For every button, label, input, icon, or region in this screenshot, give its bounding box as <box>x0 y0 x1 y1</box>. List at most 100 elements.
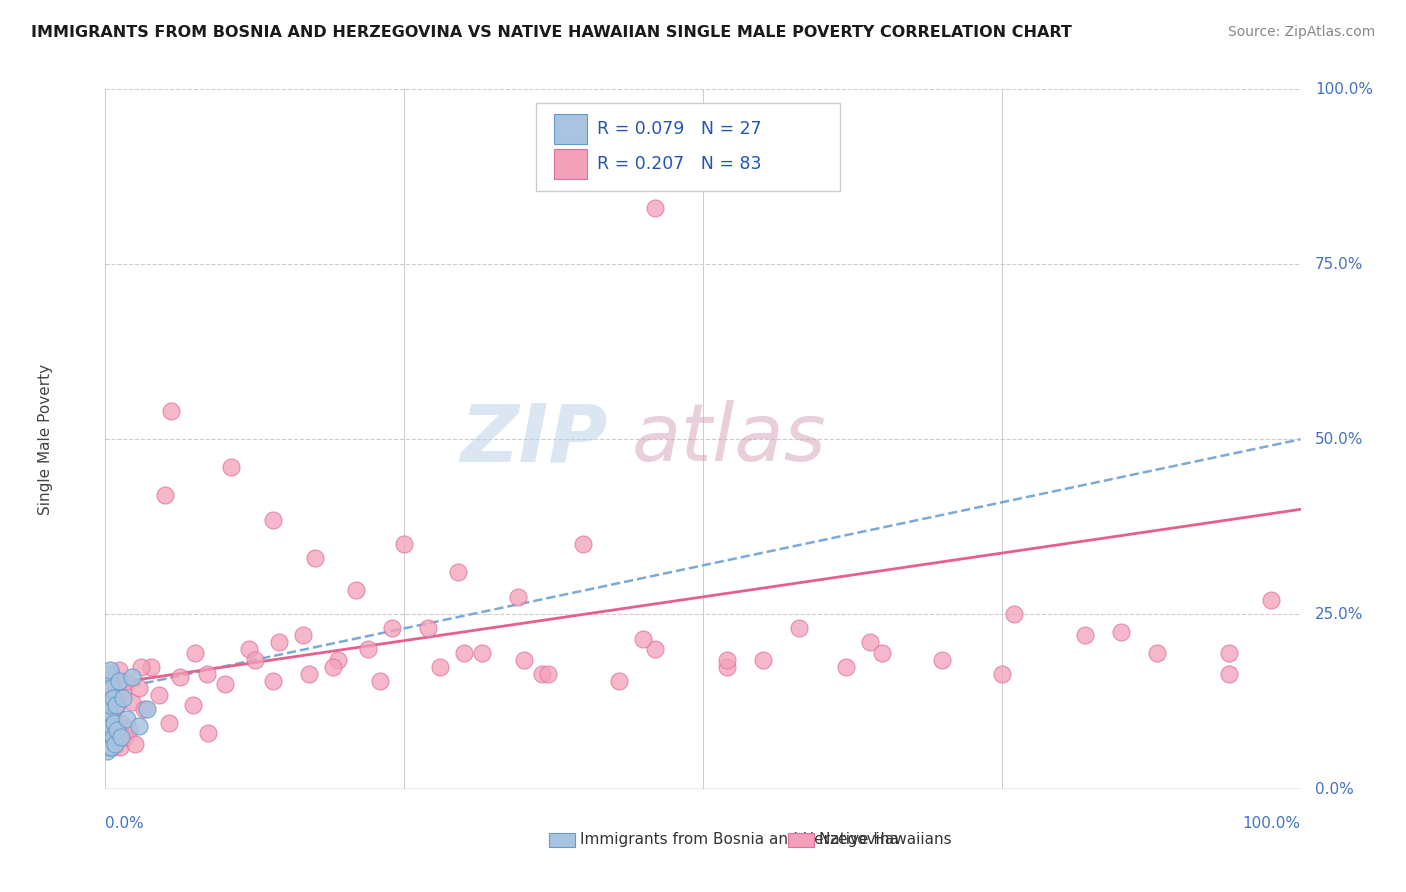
Point <box>98 698 121 713</box>
Text: R = 0.079   N = 27: R = 0.079 N = 27 <box>596 120 761 138</box>
Point <box>107 698 129 713</box>
Point <box>298 666 321 681</box>
Point <box>112 691 135 706</box>
Point <box>328 653 350 667</box>
Point <box>1218 666 1240 681</box>
Text: R = 0.207   N = 83: R = 0.207 N = 83 <box>596 155 761 173</box>
Point <box>100 681 122 695</box>
FancyBboxPatch shape <box>554 150 588 178</box>
Point <box>607 673 630 688</box>
Point <box>100 733 122 747</box>
Point <box>872 646 894 660</box>
Point <box>128 681 150 695</box>
Point <box>98 740 121 755</box>
Point <box>214 677 236 691</box>
Text: Immigrants from Bosnia and Herzegovina: Immigrants from Bosnia and Herzegovina <box>579 832 898 847</box>
Point <box>506 590 529 604</box>
Point <box>115 712 138 726</box>
Point <box>513 653 536 667</box>
Point <box>103 715 125 730</box>
Point <box>136 702 159 716</box>
Point <box>859 635 882 649</box>
Point <box>98 719 121 733</box>
Point <box>97 706 120 720</box>
Point <box>262 513 284 527</box>
Point <box>97 733 120 747</box>
Point <box>107 723 129 737</box>
Point <box>429 660 451 674</box>
Point <box>197 726 219 740</box>
FancyBboxPatch shape <box>554 114 588 144</box>
Point <box>124 737 146 751</box>
Point <box>100 666 122 681</box>
Point <box>100 719 122 733</box>
Text: 50.0%: 50.0% <box>1315 432 1364 447</box>
Point <box>98 673 121 688</box>
Point <box>129 660 153 674</box>
Point <box>931 653 953 667</box>
Text: 75.0%: 75.0% <box>1315 257 1364 272</box>
Point <box>447 566 470 580</box>
Point <box>110 730 132 744</box>
Point <box>751 653 773 667</box>
Text: ZIP: ZIP <box>460 401 607 478</box>
Point <box>98 712 121 726</box>
Point <box>644 642 666 657</box>
Point <box>101 730 124 744</box>
Point <box>107 673 129 688</box>
Text: Native Hawaiians: Native Hawaiians <box>818 832 952 847</box>
Point <box>108 740 131 755</box>
Point <box>1074 628 1097 642</box>
Point <box>132 702 155 716</box>
Point <box>262 673 284 688</box>
Point <box>101 712 124 726</box>
Point <box>98 666 121 681</box>
Point <box>97 677 120 691</box>
Point <box>835 660 858 674</box>
Point <box>381 621 404 635</box>
Text: Source: ZipAtlas.com: Source: ZipAtlas.com <box>1227 25 1375 39</box>
Text: Single Male Poverty: Single Male Poverty <box>38 364 53 515</box>
Point <box>357 642 380 657</box>
Point <box>418 621 440 635</box>
Point <box>112 684 135 698</box>
Point <box>346 582 368 597</box>
Point <box>1146 646 1168 660</box>
Point <box>98 726 121 740</box>
Point <box>219 460 242 475</box>
Point <box>118 723 141 737</box>
Text: atlas: atlas <box>631 401 827 478</box>
Point <box>644 201 666 215</box>
Point <box>115 673 138 688</box>
Point <box>787 621 810 635</box>
Point <box>453 646 475 660</box>
Point <box>716 653 738 667</box>
Point <box>160 404 183 418</box>
Point <box>1111 624 1133 639</box>
Text: IMMIGRANTS FROM BOSNIA AND HERZEGOVINA VS NATIVE HAWAIIAN SINGLE MALE POVERTY CO: IMMIGRANTS FROM BOSNIA AND HERZEGOVINA V… <box>31 25 1071 40</box>
Point <box>96 715 118 730</box>
Point <box>321 660 344 674</box>
FancyBboxPatch shape <box>548 833 575 847</box>
FancyBboxPatch shape <box>536 103 841 191</box>
Point <box>100 740 122 755</box>
Text: 0.0%: 0.0% <box>1315 782 1354 797</box>
Point <box>110 715 132 730</box>
Point <box>128 719 150 733</box>
Point <box>97 691 120 706</box>
Point <box>267 635 290 649</box>
Point <box>153 488 177 502</box>
Point <box>238 642 260 657</box>
Point <box>368 673 391 688</box>
Point <box>139 660 162 674</box>
Point <box>169 670 191 684</box>
Text: 25.0%: 25.0% <box>1315 607 1364 622</box>
Point <box>716 660 738 674</box>
Point <box>114 730 136 744</box>
Point <box>104 684 127 698</box>
Point <box>195 666 218 681</box>
Point <box>98 664 121 678</box>
Point <box>471 646 494 660</box>
Point <box>121 695 143 709</box>
Point <box>536 666 558 681</box>
